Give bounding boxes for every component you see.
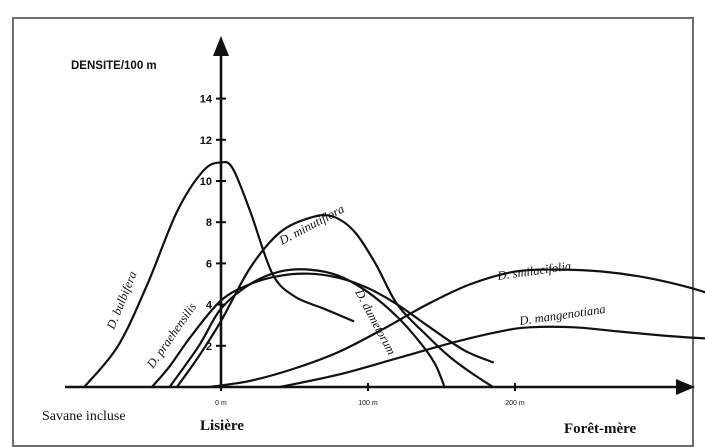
density-curves: [83, 160, 705, 389]
figure-frame: [12, 17, 694, 447]
x-tick-label: 0 m: [215, 400, 227, 407]
y-tick-label: 2: [206, 341, 212, 353]
x-tick-label: 100 m: [358, 400, 378, 407]
y-axis-label: DENSITE/100 m: [71, 60, 157, 72]
series-line-d-praehensilis: [150, 272, 494, 389]
series-line-d-minutiflora: [175, 213, 494, 389]
y-tick-label: 10: [200, 176, 212, 188]
series-label-d-mangenotiana: D. mangenotiana: [517, 302, 606, 328]
y-tick-label: 12: [200, 135, 212, 147]
series-line-d-mangenotiana: [278, 325, 705, 389]
y-tick-label: 4: [206, 300, 213, 312]
series-label-d-bulbifera: D. bulbifera: [103, 269, 139, 332]
zone-label-foret-mere: Forêt-mère: [564, 421, 637, 437]
series-line-d-smilacifolia: [208, 268, 705, 389]
y-tick-label: 6: [206, 258, 212, 270]
series-line-d-dumetorum: [168, 268, 446, 389]
y-tick-label: 8: [206, 217, 212, 229]
zone-label-savane-incluse: Savane incluse: [42, 409, 126, 424]
y-tick-label: 14: [200, 94, 213, 106]
y-axis-arrowhead: [213, 36, 229, 56]
x-ticks: 0 m 100 m 200 m: [215, 383, 525, 407]
x-axis-arrowhead: [676, 379, 695, 395]
series-label-d-smilacifolia: D. smilacifolia: [495, 259, 572, 283]
series-line-d-bulbifera: [83, 160, 355, 389]
zone-label-lisiere: Lisière: [200, 418, 244, 434]
x-tick-label: 200 m: [505, 400, 525, 407]
series-label-d-minutiflora: D. minutiflora: [276, 202, 347, 248]
